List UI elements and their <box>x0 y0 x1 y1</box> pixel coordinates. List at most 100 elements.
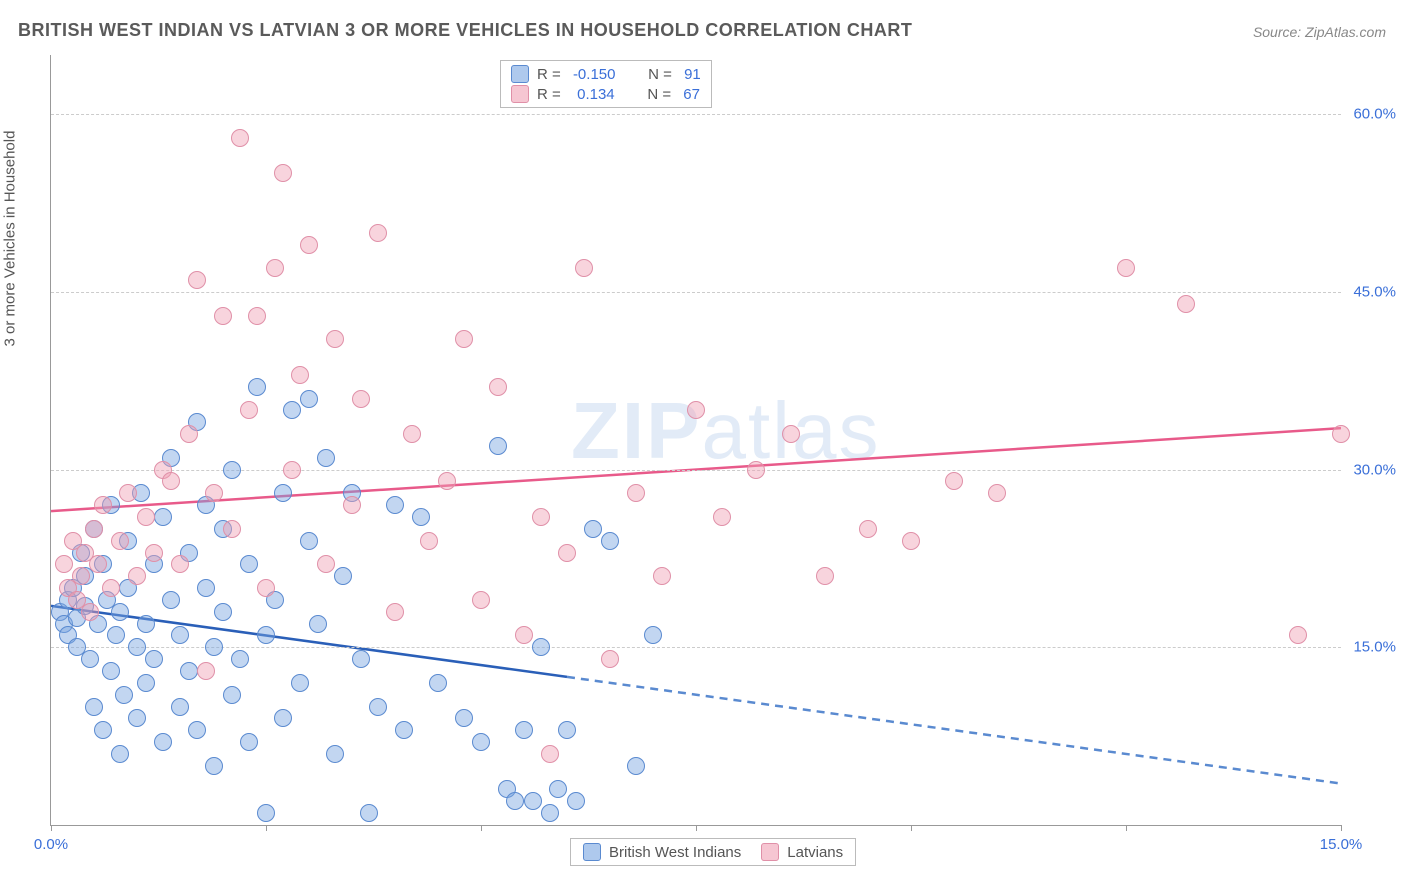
series-legend-item: British West Indians <box>583 843 741 861</box>
scatter-point <box>197 662 215 680</box>
scatter-point <box>274 709 292 727</box>
scatter-point <box>472 733 490 751</box>
scatter-point <box>713 508 731 526</box>
gridline-horizontal <box>51 114 1341 115</box>
scatter-point <box>171 698 189 716</box>
scatter-point <box>369 224 387 242</box>
scatter-point <box>55 555 73 573</box>
legend-swatch <box>511 65 529 83</box>
scatter-point <box>541 804 559 822</box>
scatter-point <box>111 603 129 621</box>
scatter-point <box>317 555 335 573</box>
scatter-point <box>395 721 413 739</box>
legend-r-value: -0.150 <box>573 66 616 83</box>
x-tick <box>481 825 482 831</box>
scatter-point <box>515 721 533 739</box>
scatter-point <box>902 532 920 550</box>
scatter-point <box>859 520 877 538</box>
legend-row: R = -0.150 N = 91 <box>511 65 701 83</box>
scatter-point <box>386 603 404 621</box>
scatter-point <box>107 626 125 644</box>
scatter-point <box>532 638 550 656</box>
scatter-point <box>584 520 602 538</box>
legend-swatch <box>761 843 779 861</box>
y-tick-label: 30.0% <box>1353 461 1396 478</box>
y-tick-label: 60.0% <box>1353 106 1396 123</box>
scatter-point <box>128 638 146 656</box>
scatter-point <box>1117 259 1135 277</box>
scatter-point <box>223 520 241 538</box>
scatter-point <box>81 650 99 668</box>
scatter-point <box>214 603 232 621</box>
y-tick-label: 45.0% <box>1353 283 1396 300</box>
x-tick <box>911 825 912 831</box>
gridline-horizontal <box>51 470 1341 471</box>
scatter-point <box>412 508 430 526</box>
scatter-point <box>627 757 645 775</box>
chart-title: BRITISH WEST INDIAN VS LATVIAN 3 OR MORE… <box>18 20 912 41</box>
legend-n-value: 67 <box>683 86 700 103</box>
scatter-point <box>532 508 550 526</box>
scatter-point <box>567 792 585 810</box>
scatter-point <box>171 626 189 644</box>
scatter-point <box>111 532 129 550</box>
scatter-point <box>300 390 318 408</box>
scatter-point <box>180 425 198 443</box>
legend-row: R = 0.134 N = 67 <box>511 85 701 103</box>
x-tick-label: 0.0% <box>34 836 68 853</box>
scatter-point <box>575 259 593 277</box>
scatter-point <box>369 698 387 716</box>
x-tick <box>51 825 52 831</box>
scatter-point <box>137 615 155 633</box>
scatter-point <box>128 567 146 585</box>
scatter-point <box>128 709 146 727</box>
chart-container: BRITISH WEST INDIAN VS LATVIAN 3 OR MORE… <box>0 0 1406 892</box>
series-legend-label: British West Indians <box>609 844 741 861</box>
scatter-point <box>360 804 378 822</box>
scatter-point <box>205 638 223 656</box>
scatter-point <box>291 366 309 384</box>
scatter-point <box>188 271 206 289</box>
scatter-point <box>1177 295 1195 313</box>
scatter-point <box>601 650 619 668</box>
watermark-bold: ZIP <box>571 386 701 475</box>
scatter-point <box>115 686 133 704</box>
scatter-point <box>111 745 129 763</box>
scatter-point <box>515 626 533 644</box>
scatter-point <box>1332 425 1350 443</box>
scatter-point <box>300 532 318 550</box>
scatter-point <box>188 721 206 739</box>
scatter-point <box>352 390 370 408</box>
scatter-point <box>231 129 249 147</box>
x-tick <box>696 825 697 831</box>
scatter-point <box>94 496 112 514</box>
scatter-point <box>240 401 258 419</box>
scatter-point <box>627 484 645 502</box>
scatter-point <box>558 721 576 739</box>
scatter-point <box>274 484 292 502</box>
scatter-point <box>343 496 361 514</box>
scatter-point <box>214 307 232 325</box>
scatter-point <box>506 792 524 810</box>
scatter-point <box>541 745 559 763</box>
series-legend: British West Indians Latvians <box>570 838 856 866</box>
scatter-point <box>145 650 163 668</box>
scatter-point <box>257 579 275 597</box>
x-tick <box>1341 825 1342 831</box>
scatter-point <box>429 674 447 692</box>
chart-plot-area: ZIPatlas 15.0%30.0%45.0%60.0%0.0%15.0% <box>50 55 1341 826</box>
scatter-point <box>81 603 99 621</box>
watermark: ZIPatlas <box>571 385 880 477</box>
scatter-point <box>137 508 155 526</box>
scatter-point <box>223 686 241 704</box>
series-legend-item: Latvians <box>761 843 843 861</box>
scatter-point <box>489 378 507 396</box>
trend-lines <box>51 55 1341 825</box>
scatter-point <box>119 484 137 502</box>
scatter-point <box>137 674 155 692</box>
legend-swatch <box>511 85 529 103</box>
legend-swatch <box>583 843 601 861</box>
scatter-point <box>145 544 163 562</box>
scatter-point <box>248 378 266 396</box>
scatter-point <box>94 721 112 739</box>
